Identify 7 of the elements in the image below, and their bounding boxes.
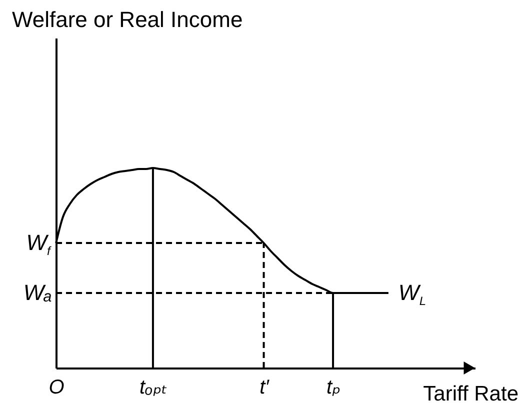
x-tick-label: tₒₚₜ xyxy=(140,376,168,398)
annotation: Wₐ xyxy=(23,280,52,305)
x-tick-label: tₚ xyxy=(326,376,341,398)
x-tick-label: O xyxy=(48,376,64,398)
x-tick-label: t′ xyxy=(260,376,270,398)
text: Welfare or Real Income xyxy=(12,7,243,32)
x-axis-title: Tariff Rate xyxy=(423,382,518,403)
